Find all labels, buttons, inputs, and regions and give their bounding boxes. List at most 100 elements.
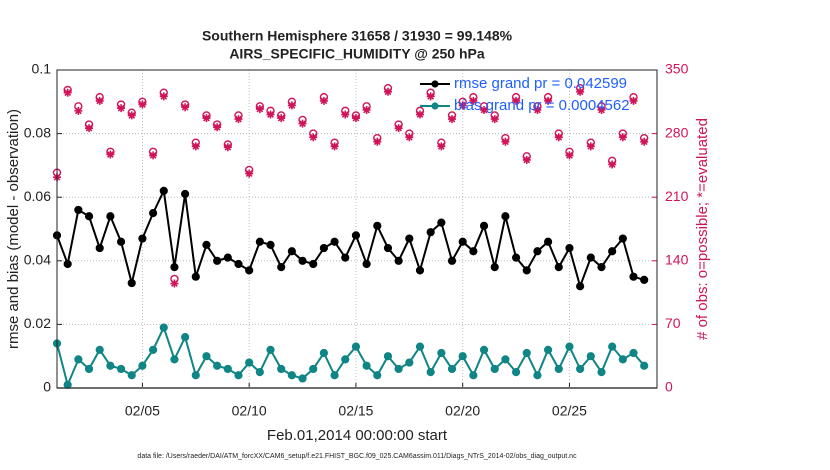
marker xyxy=(106,361,115,370)
marker xyxy=(447,364,457,374)
chart-subtitle: AIRS_SPECIFIC_HUMIDITY @ 250 hPa xyxy=(229,46,485,62)
marker xyxy=(106,150,115,159)
marker xyxy=(480,105,489,114)
marker xyxy=(266,240,275,249)
marker xyxy=(159,186,168,195)
marker xyxy=(255,368,264,377)
y2-tick-label: 70 xyxy=(665,315,681,331)
marker xyxy=(586,142,595,151)
marker xyxy=(202,240,211,249)
marker xyxy=(138,361,147,370)
marker xyxy=(586,352,595,361)
y-tick-label: 0.06 xyxy=(24,188,51,204)
marker xyxy=(490,364,499,374)
marker xyxy=(255,237,264,246)
marker xyxy=(84,212,94,221)
legend-label: rmse grand pr = 0.042599 xyxy=(454,75,627,92)
marker xyxy=(95,96,104,105)
marker xyxy=(586,253,595,262)
marker xyxy=(245,169,254,178)
marker xyxy=(84,364,94,374)
marker xyxy=(608,247,617,256)
marker xyxy=(106,212,115,221)
marker xyxy=(608,342,617,351)
marker xyxy=(223,253,232,262)
marker xyxy=(287,371,296,380)
marker xyxy=(277,364,286,374)
marker xyxy=(255,105,264,114)
marker xyxy=(544,96,553,105)
marker xyxy=(437,142,446,151)
marker xyxy=(469,247,478,256)
marker xyxy=(479,221,489,230)
marker xyxy=(351,342,361,351)
marker xyxy=(544,345,553,354)
marker xyxy=(597,105,606,114)
marker xyxy=(234,371,243,380)
marker xyxy=(479,345,489,354)
y2-tick-label: 280 xyxy=(665,124,689,140)
marker xyxy=(511,253,521,262)
marker xyxy=(640,275,649,284)
marker xyxy=(149,151,158,160)
marker xyxy=(213,361,222,370)
marker xyxy=(287,101,296,110)
marker xyxy=(383,243,393,253)
marker xyxy=(202,114,211,123)
marker xyxy=(116,237,126,246)
marker xyxy=(191,272,200,281)
y-tick-label: 0.08 xyxy=(24,124,51,140)
marker xyxy=(330,237,339,246)
marker xyxy=(319,348,329,358)
marker xyxy=(341,110,350,119)
marker xyxy=(319,243,329,253)
x-tick-label: 02/10 xyxy=(232,403,267,419)
marker xyxy=(469,96,478,105)
marker xyxy=(394,256,403,265)
marker xyxy=(95,345,104,354)
marker xyxy=(544,237,553,246)
y2-tick-label: 350 xyxy=(665,61,689,77)
marker xyxy=(576,364,585,374)
marker xyxy=(415,266,425,275)
marker xyxy=(309,133,318,142)
y2-tick-label: 0 xyxy=(665,379,673,395)
marker xyxy=(223,364,232,374)
y-axis-label: rmse and bias (model - observation) xyxy=(5,109,22,349)
marker xyxy=(85,124,94,133)
marker xyxy=(405,358,414,367)
marker xyxy=(533,371,542,380)
marker xyxy=(202,352,211,361)
plot-area xyxy=(57,70,657,388)
marker xyxy=(127,371,136,380)
y2-tick-label: 140 xyxy=(665,252,689,268)
marker xyxy=(74,106,83,115)
marker xyxy=(266,345,275,354)
marker xyxy=(330,371,339,380)
marker xyxy=(437,348,446,358)
marker xyxy=(362,361,371,370)
marker xyxy=(405,234,414,243)
marker xyxy=(170,279,179,288)
marker xyxy=(117,104,126,113)
marker xyxy=(362,259,371,269)
marker xyxy=(458,352,467,361)
marker xyxy=(223,143,232,152)
footnote: data file: /Users/raeder/DAI/ATM_forcXX/… xyxy=(137,453,577,460)
marker xyxy=(319,96,328,105)
marker xyxy=(629,96,638,105)
marker xyxy=(629,272,638,281)
marker xyxy=(148,345,158,354)
series-line xyxy=(56,324,645,388)
y-tick-label: 0.04 xyxy=(24,252,51,268)
marker xyxy=(95,243,104,253)
marker xyxy=(362,105,371,114)
x-axis-label: Feb.01,2014 00:00:00 start xyxy=(267,427,448,444)
marker xyxy=(383,87,392,96)
plot-frame xyxy=(56,69,658,389)
marker xyxy=(618,133,627,142)
marker xyxy=(234,259,243,269)
marker xyxy=(522,348,531,358)
marker xyxy=(74,355,83,364)
marker xyxy=(341,355,350,364)
